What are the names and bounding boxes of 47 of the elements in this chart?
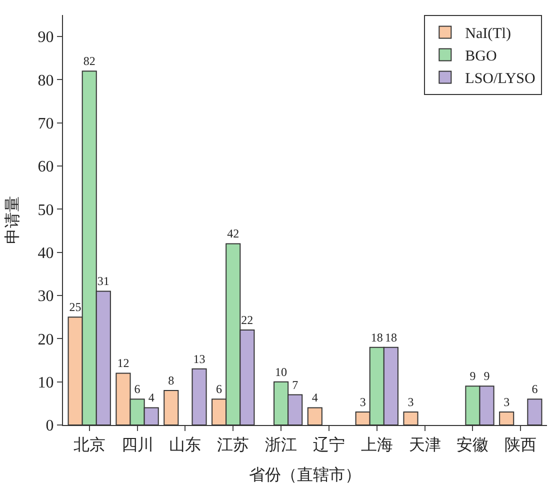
x-tick-label: 安徽 xyxy=(456,436,489,454)
data-label: 4 xyxy=(148,390,154,405)
y-tick-label: 40 xyxy=(38,244,54,262)
x-tick-label: 上海 xyxy=(360,436,393,454)
data-label: 10 xyxy=(275,364,288,379)
data-label: 18 xyxy=(384,330,397,344)
legend-label: BGO xyxy=(465,48,497,65)
data-label: 8 xyxy=(168,373,174,388)
y-axis-title: 申请量 xyxy=(4,196,22,244)
data-label: 6 xyxy=(134,382,140,396)
data-label: 82 xyxy=(83,54,96,68)
data-label: 4 xyxy=(312,390,318,405)
x-tick-label: 陕西 xyxy=(504,437,537,454)
data-label: 9 xyxy=(470,369,476,384)
x-tick-label: 天津 xyxy=(408,436,441,454)
data-label: 13 xyxy=(193,352,206,366)
data-label: 6 xyxy=(216,382,222,396)
y-tick-label: 60 xyxy=(38,158,54,176)
y-tick-label: 70 xyxy=(38,115,54,132)
y-tick-label: 0 xyxy=(46,418,54,435)
y-tick-label: 80 xyxy=(38,72,54,90)
x-tick-label: 北京 xyxy=(73,436,106,454)
x-tick-label: 浙江 xyxy=(265,436,298,454)
data-label: 18 xyxy=(370,330,383,344)
y-tick-label: 10 xyxy=(38,374,54,392)
data-label: 3 xyxy=(408,395,414,410)
x-tick-label: 辽宁 xyxy=(312,436,345,454)
data-label: 25 xyxy=(69,300,82,314)
data-label: 3 xyxy=(504,395,510,410)
y-tick-label: 90 xyxy=(38,29,54,46)
legend-label: NaI(Tl) xyxy=(465,26,511,42)
y-tick-label: 30 xyxy=(38,288,54,306)
x-axis-title: 省份（直辖市） xyxy=(249,466,361,484)
legend-label: LSO/LYSO xyxy=(465,71,536,88)
data-label: 7 xyxy=(292,378,298,392)
y-tick-label: 50 xyxy=(38,202,54,219)
x-tick-label: 江苏 xyxy=(217,436,250,454)
data-label: 31 xyxy=(97,274,110,288)
data-label: 9 xyxy=(484,369,490,384)
data-label: 22 xyxy=(241,313,254,328)
x-tick-label: 山东 xyxy=(169,436,202,454)
data-label: 42 xyxy=(227,226,240,241)
x-tick-label: 四川 xyxy=(121,436,154,454)
y-tick-label: 20 xyxy=(38,331,54,348)
data-label: 12 xyxy=(117,356,130,370)
data-label: 3 xyxy=(360,395,366,410)
data-label: 6 xyxy=(532,382,538,396)
